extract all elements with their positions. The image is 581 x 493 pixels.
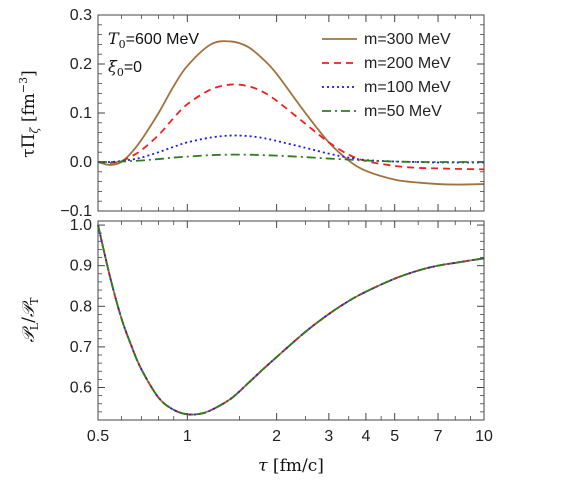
x-tick-label: 1 [183, 428, 192, 445]
top-series-m-200-mev [97, 83, 485, 171]
bottom-plot-frame [97, 220, 485, 421]
legend: m=300 MeV m=200 MeV m=100 MeV m=50 MeV [322, 31, 451, 120]
x-tick-label: 7 [434, 428, 443, 445]
top-y-axis-title: τΠζ [fm−3] [17, 70, 41, 158]
legend-label-m-50-mev: m=50 MeV [364, 103, 442, 120]
bottom-series-m-50-mev [97, 224, 485, 416]
bottom-y-tick-label: 0.9 [70, 258, 92, 275]
x-tick-label: 5 [390, 428, 399, 445]
top-series-m-50-mev [97, 153, 484, 163]
x-tick-label: 0.5 [87, 428, 109, 445]
bottom-y-tick-label: 0.6 [70, 380, 92, 397]
top-ticks: −0.1 0.0 0.1 0.2 0.3 [60, 7, 485, 220]
x-tick-label: 2 [272, 428, 281, 445]
top-series-group [97, 40, 485, 186]
x-tick-label: 3 [324, 428, 333, 445]
top-annotations: T0=600 MeV ξ0=0 [108, 29, 199, 79]
top-panel: −0.1 0.0 0.1 0.2 0.3 T0=600 MeV ξ0=0 m=300 Me… [17, 7, 485, 220]
top-y-tick-label: 0.2 [70, 56, 92, 73]
legend-label-m-100-mev: m=100 MeV [364, 79, 451, 96]
annotation-xi0: ξ0=0 [108, 57, 142, 79]
top-y-tick-label: 0.1 [70, 105, 92, 122]
annotation-t0: T0=600 MeV [108, 29, 199, 51]
top-y-tick-label: 0.0 [70, 154, 92, 171]
bottom-ticks: 0.6 0.7 0.8 0.9 1.0 0.5 1 2 3 4 5 7 10 [70, 217, 493, 445]
x-tick-label: 4 [361, 428, 370, 445]
legend-label-m-300-mev: m=300 MeV [364, 31, 451, 48]
bottom-y-tick-label: 0.8 [70, 298, 92, 315]
top-series-m-300-mev [97, 40, 485, 186]
top-y-tick-label: −0.1 [60, 203, 92, 220]
legend-label-m-200-mev: m=200 MeV [364, 55, 451, 72]
x-axis-title: τ [fm/c] [258, 456, 324, 476]
bottom-panel: 0.60.70.80.91.00.5 1 2 3 4 5 7 10 𝒫L/𝒫T τ [fm/c… [19, 217, 493, 476]
bottom-y-tick-label: 1.0 [70, 217, 92, 234]
bottom-y-tick-label: 0.7 [70, 339, 92, 356]
x-tick-label: 10 [475, 428, 493, 445]
bottom-series-group [97, 224, 485, 416]
top-y-tick-label: 0.3 [70, 7, 92, 24]
